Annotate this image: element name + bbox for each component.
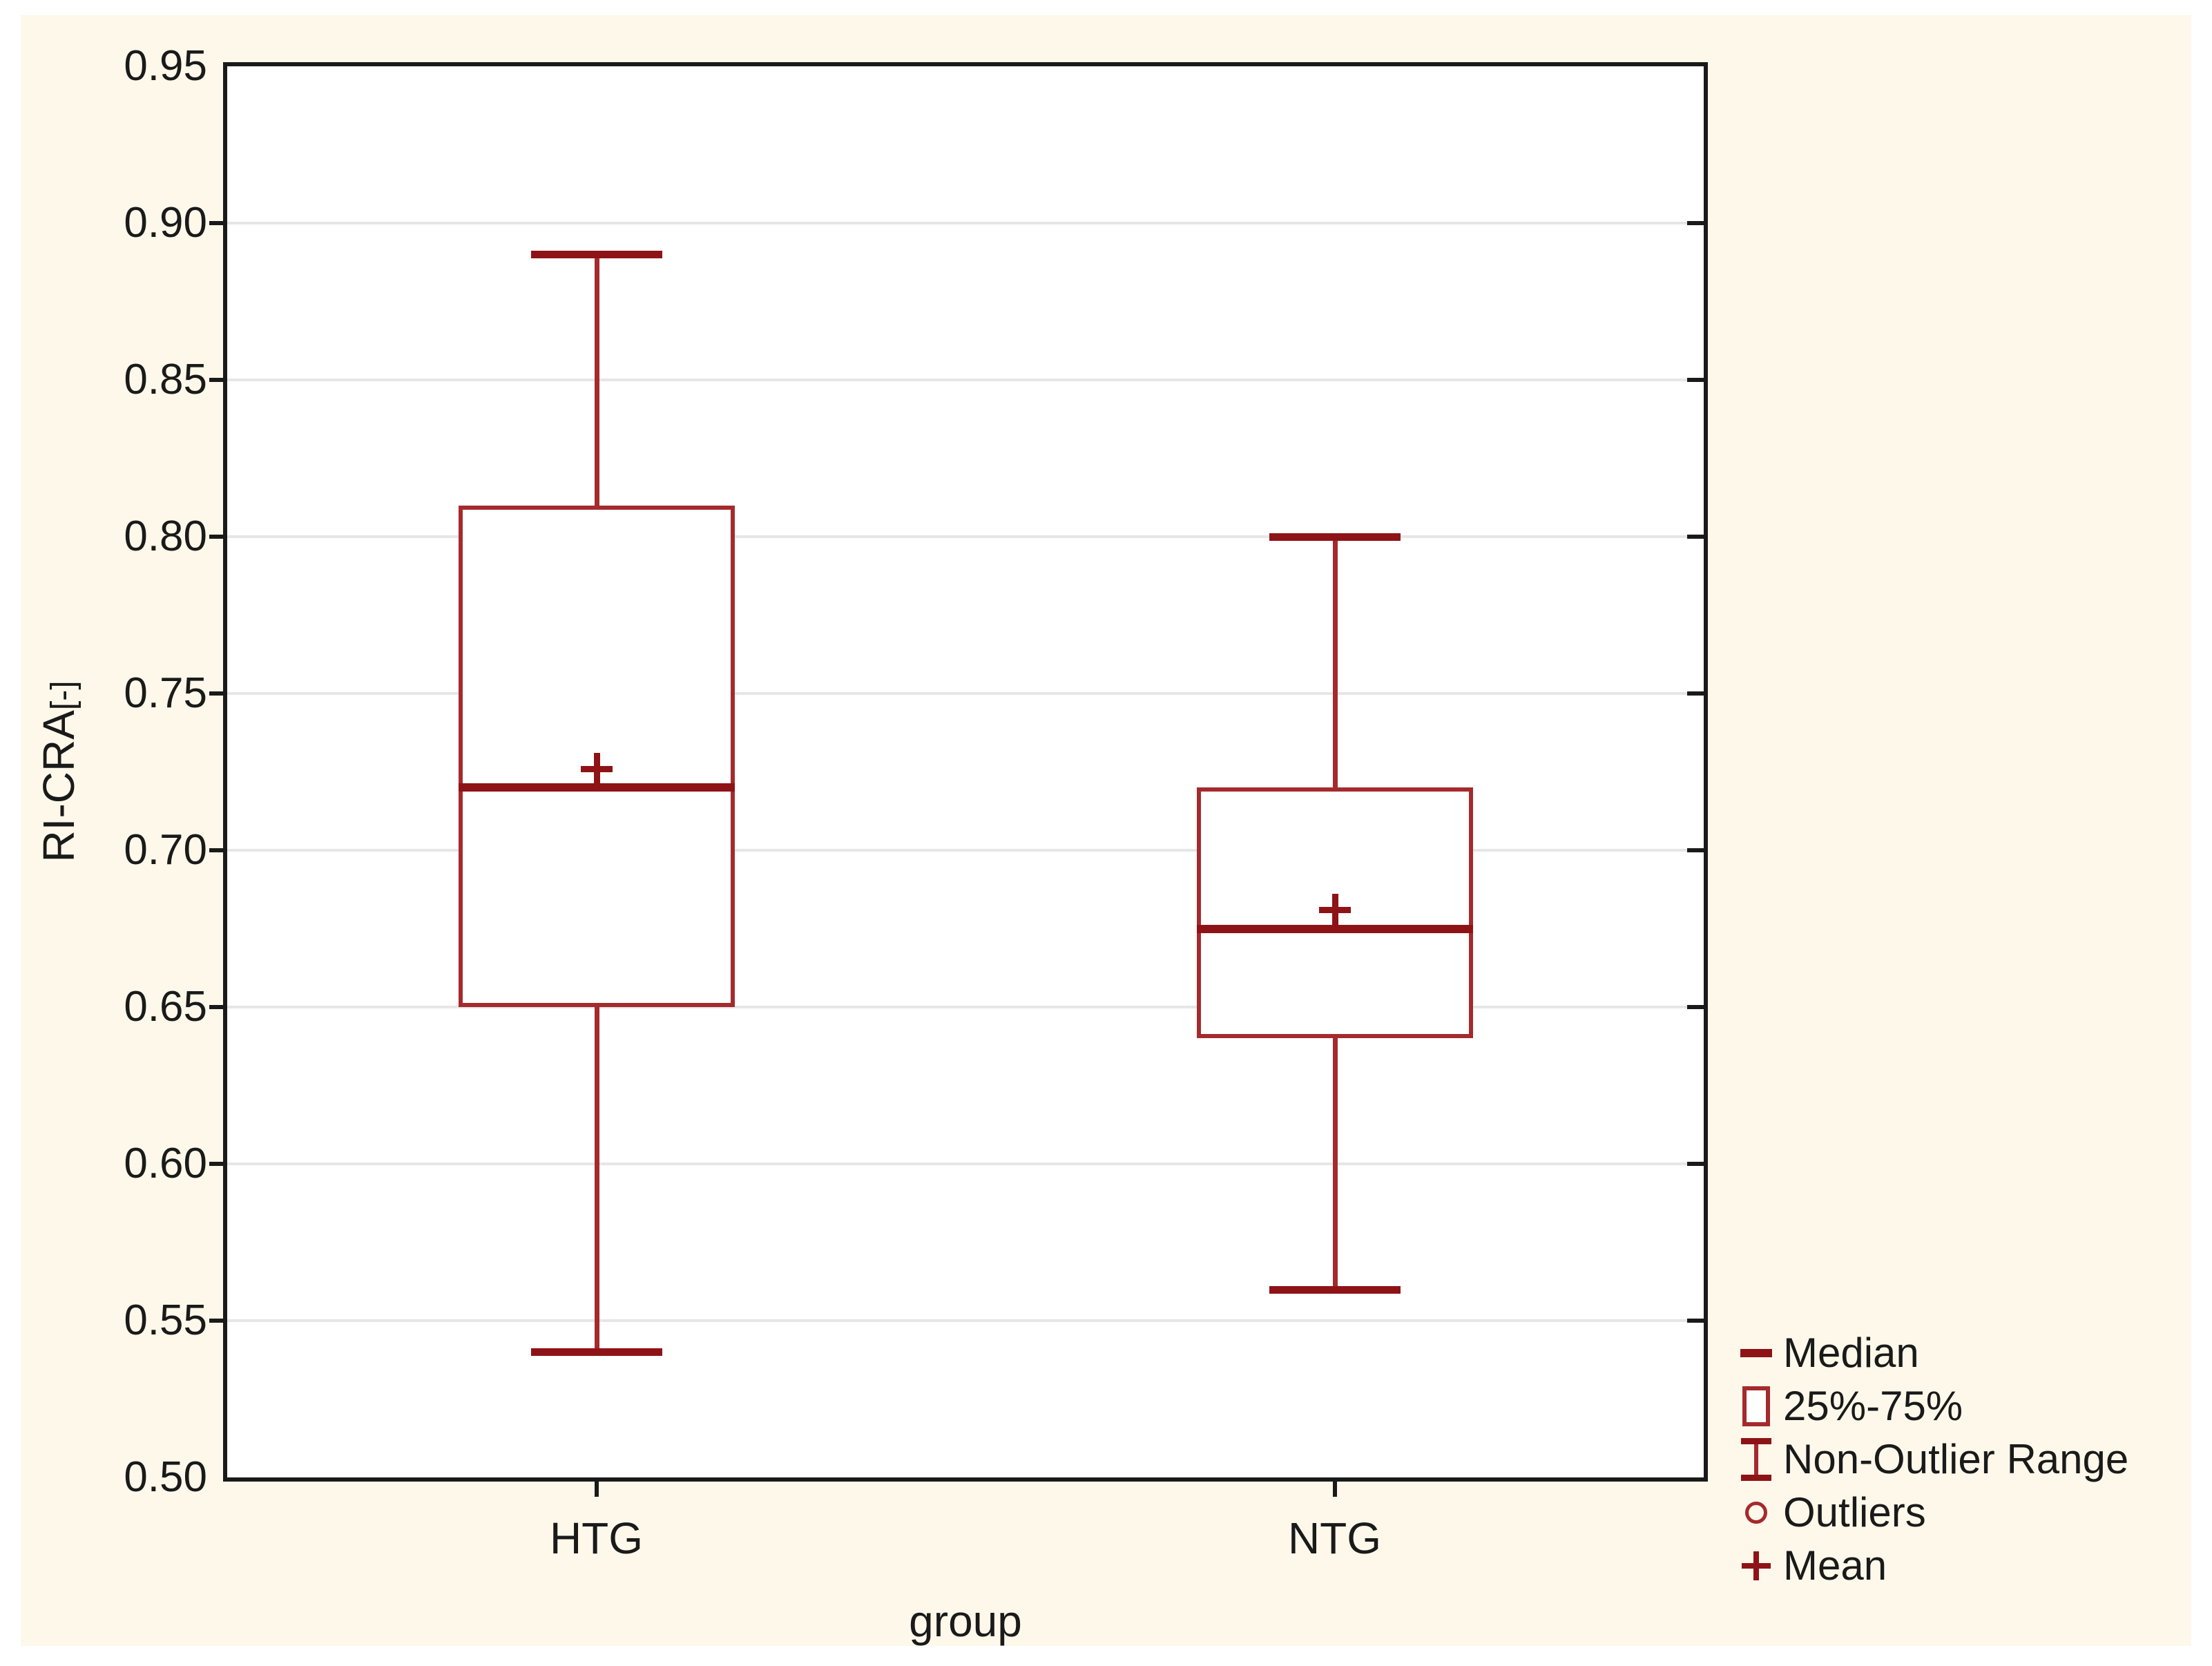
y-tick: [209, 535, 227, 539]
y-tick-label: 0.70: [124, 826, 207, 874]
whisker-cap-top: [530, 251, 662, 259]
y-tick: [209, 1162, 227, 1166]
legend-item-mean: Mean: [1735, 1539, 2128, 1592]
y-tick-label: 0.75: [124, 669, 207, 717]
y-tick: [1687, 1162, 1704, 1166]
y-tick: [209, 1005, 227, 1009]
y-tick: [1687, 848, 1704, 852]
legend-label: Mean: [1783, 1542, 1887, 1589]
circle-outline-icon: [1735, 1501, 1778, 1524]
y-tick-label: 0.55: [124, 1296, 207, 1344]
y-tick: [1687, 691, 1704, 696]
y-gridline: [227, 222, 1704, 224]
legend-label: Median: [1783, 1330, 1919, 1376]
legend-label: Outliers: [1783, 1489, 1926, 1535]
whisker-cap-bottom: [1269, 1285, 1401, 1294]
legend-item-iqr: 25%-75%: [1735, 1379, 2128, 1433]
y-tick: [1687, 535, 1704, 539]
whisker-upper: [1332, 537, 1338, 788]
y-gridline: [227, 1162, 1704, 1165]
legend-item-nonoutlier-range: Non-Outlier Range: [1735, 1433, 2128, 1486]
y-tick: [1687, 1005, 1704, 1009]
box-outline-icon: [1735, 1386, 1778, 1426]
x-category-label: NTG: [1287, 1513, 1382, 1563]
legend-label: 25%-75%: [1783, 1383, 1963, 1429]
y-gridline: [227, 692, 1704, 695]
whisker-upper: [594, 254, 599, 506]
y-gridline: [227, 535, 1704, 538]
plot-area: [223, 62, 1708, 1482]
x-tick: [1332, 1482, 1337, 1497]
y-tick-label: 0.95: [124, 42, 207, 90]
y-tick-label: 0.50: [124, 1453, 207, 1501]
median-dash-icon: [1735, 1348, 1778, 1357]
x-category-label: HTG: [549, 1513, 644, 1563]
legend-item-outliers: Outliers: [1735, 1486, 2128, 1539]
y-tick: [209, 1319, 227, 1323]
whisker-lower: [1332, 1038, 1338, 1290]
y-gridline: [227, 1319, 1704, 1322]
y-tick-label: 0.65: [124, 983, 207, 1031]
y-gridline: [227, 849, 1704, 852]
y-tick: [209, 691, 227, 696]
mean-marker: [1331, 894, 1338, 926]
y-tick: [209, 848, 227, 852]
whisker-cap-bottom: [530, 1348, 662, 1357]
y-tick: [1687, 1319, 1704, 1323]
x-axis-title: group: [909, 1596, 1022, 1646]
y-tick-label: 0.90: [124, 199, 207, 247]
legend-label: Non-Outlier Range: [1783, 1436, 2129, 1482]
median-line: [1196, 924, 1473, 933]
y-tick-label: 0.80: [124, 513, 207, 560]
whisker-lower: [594, 1007, 599, 1352]
y-tick: [209, 378, 227, 382]
x-tick: [594, 1482, 599, 1497]
median-line: [458, 783, 735, 792]
y-tick: [209, 221, 227, 225]
mean-marker: [593, 752, 600, 785]
legend: Median 25%-75% Non-Outlier Range Outlier…: [1735, 1326, 2128, 1592]
whisker-cap-top: [1269, 533, 1401, 541]
y-tick: [1687, 221, 1704, 225]
y-gridline: [227, 379, 1704, 381]
y-tick-label: 0.60: [124, 1140, 207, 1187]
plus-icon: [1735, 1551, 1778, 1580]
y-tick-label: 0.85: [124, 356, 207, 403]
legend-item-median: Median: [1735, 1326, 2128, 1379]
whisker-ibeam-icon: [1735, 1437, 1778, 1481]
y-gridline: [227, 1006, 1704, 1008]
y-tick: [1687, 378, 1704, 382]
